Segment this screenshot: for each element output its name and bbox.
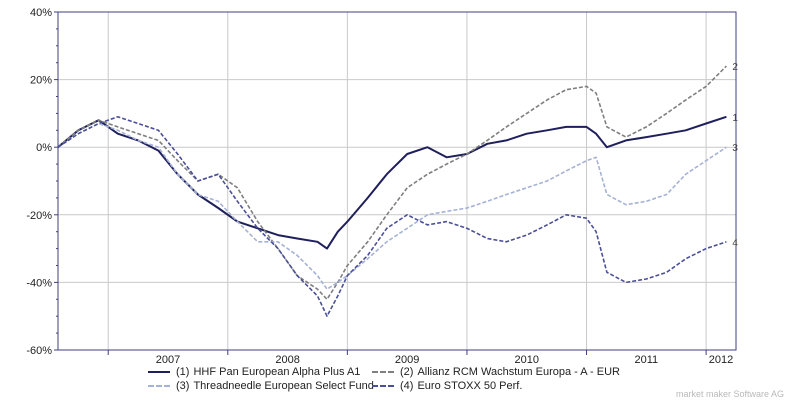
legend-item-3: (3) Threadneedle European Select Fund [148, 380, 374, 392]
legend-label-4: Euro STOXX 50 Perf. [417, 380, 523, 392]
series-end-label-1: 1 [732, 113, 738, 124]
y-tick-label: -40% [26, 277, 52, 289]
legend-item-1: (1) HHF Pan European Alpha Plus A1 [148, 366, 360, 378]
legend-number-3: (3) [176, 380, 190, 392]
x-tick-label: 2007 [156, 354, 180, 366]
x-tick-label: 2010 [514, 354, 538, 366]
y-tick-label: 20% [30, 75, 52, 87]
legend-item-4: (4) Euro STOXX 50 Perf. [372, 380, 522, 392]
legend-swatch-2 [372, 371, 394, 373]
legend-swatch-1 [148, 371, 170, 373]
y-tick-label: -60% [26, 345, 52, 357]
end-labels: 1 2 3 4 [732, 62, 738, 249]
legend-label-3: Threadneedle European Select Fund [193, 380, 374, 392]
series-line-3 [57, 122, 727, 290]
x-tick-label: 2009 [395, 354, 419, 366]
plot-area [58, 12, 736, 350]
series-layer [57, 65, 727, 317]
series-end-label-4: 4 [732, 238, 738, 249]
legend-number-4: (4) [400, 380, 414, 392]
series-end-label-2: 2 [732, 62, 738, 73]
legend-number-2: (2) [400, 366, 414, 378]
series-line-2 [57, 65, 727, 301]
axes: 40% 20% 0% -20% -40% -60% 2007 2008 2009 2010 2011… [26, 7, 733, 366]
x-tick-label: 2008 [275, 354, 299, 366]
y-tick-label: -20% [26, 210, 52, 222]
legend-swatch-4 [372, 385, 394, 387]
watermark: market maker Software AG [675, 389, 784, 399]
grid [58, 12, 736, 350]
series-end-label-3: 3 [732, 143, 738, 154]
x-tick-label: 2011 [634, 354, 658, 366]
y-tick-label: 0% [36, 142, 52, 154]
legend-item-2: (2) Allianz RCM Wachstum Europa - A - EU… [372, 366, 620, 378]
legend-label-1: HHF Pan European Alpha Plus A1 [193, 366, 361, 378]
legend-swatch-3 [148, 385, 170, 387]
series-line-4 [57, 116, 727, 317]
legend-number-1: (1) [176, 366, 190, 378]
legend-label-2: Allianz RCM Wachstum Europa - A - EUR [417, 366, 620, 378]
y-tick-label: 40% [30, 7, 52, 19]
x-tick-label: 2012 [709, 354, 733, 366]
